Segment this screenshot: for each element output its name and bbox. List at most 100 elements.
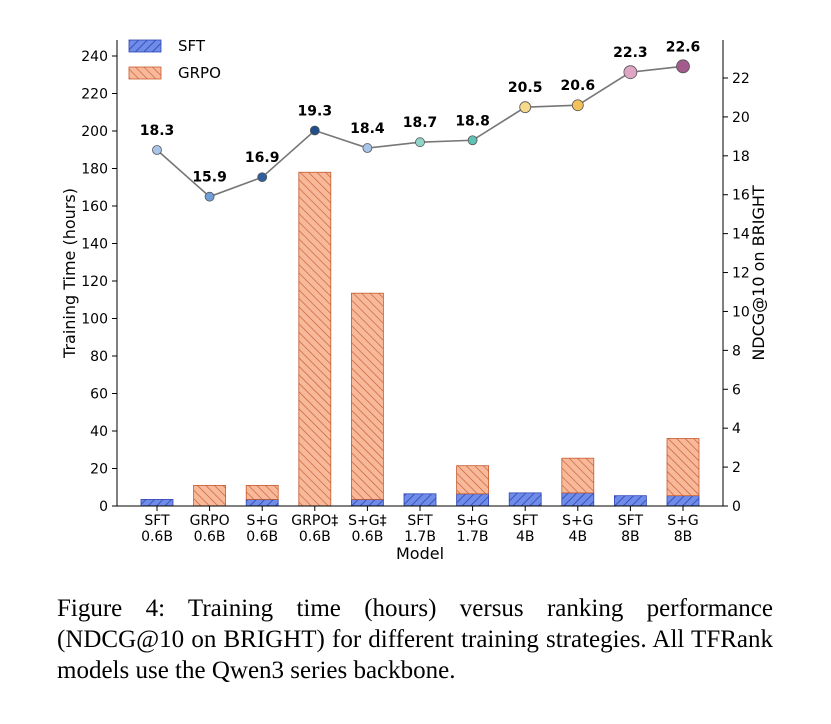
x-tick-label-strategy: S+G bbox=[457, 513, 488, 529]
ndcg-marker bbox=[204, 191, 215, 202]
x-tick-label-strategy: SFT bbox=[407, 513, 433, 529]
bar-grpo bbox=[350, 292, 384, 500]
bar-sft bbox=[245, 499, 279, 507]
figure-caption: Figure 4: Training time (hours) versus r… bbox=[57, 595, 773, 684]
right-tick-label: 18 bbox=[732, 149, 750, 165]
legend: SFT GRPO bbox=[128, 37, 221, 82]
bar-sft bbox=[561, 492, 595, 507]
right-tick-label: 6 bbox=[732, 382, 741, 398]
left-tick-label: 40 bbox=[90, 424, 108, 440]
x-axis-title: Model bbox=[396, 544, 444, 563]
x-tick-label-strategy: S+G bbox=[246, 513, 277, 529]
ndcg-value-label: 18.8 bbox=[455, 113, 490, 129]
ndcg-value-label: 15.9 bbox=[192, 170, 227, 186]
ndcg-marker bbox=[415, 137, 425, 148]
x-tick-label-strategy: SFT bbox=[144, 513, 170, 529]
ndcg-value-label: 20.6 bbox=[561, 78, 596, 94]
ndcg-marker bbox=[519, 101, 532, 114]
right-axis-title: NDCG@10 on BRIGHT bbox=[749, 185, 768, 361]
bar-grpo bbox=[193, 484, 227, 507]
ndcg-line bbox=[156, 65, 684, 198]
bar-sft bbox=[508, 492, 542, 507]
x-tick-label-size: 4B bbox=[569, 529, 588, 545]
ndcg-marker bbox=[362, 143, 373, 153]
left-axis-title: Training Time (hours) bbox=[60, 188, 79, 359]
right-tick-label: 2 bbox=[732, 460, 741, 476]
bar-grpo bbox=[245, 484, 279, 500]
right-tick-label: 16 bbox=[732, 188, 750, 204]
ndcg-marker bbox=[257, 172, 268, 183]
ndcg-value-label: 18.4 bbox=[350, 121, 385, 137]
x-tick-label-strategy: SFT bbox=[513, 513, 539, 529]
ndcg-value-label: 22.6 bbox=[666, 39, 701, 55]
x-tick-label-strategy: GRPO‡ bbox=[291, 513, 338, 529]
bar-sft bbox=[140, 499, 174, 507]
left-tick-label: 0 bbox=[99, 499, 108, 515]
left-tick-label: 80 bbox=[90, 349, 108, 365]
x-tick-label-strategy: S+G bbox=[562, 513, 593, 529]
right-tick-label: 14 bbox=[732, 227, 750, 243]
right-tick-label: 8 bbox=[732, 343, 741, 359]
legend-label-sft: SFT bbox=[178, 37, 206, 55]
x-tick-label-size: 0.6B bbox=[246, 529, 278, 545]
x-tick-label-size: 0.6B bbox=[141, 529, 173, 545]
x-tick-label-size: 8B bbox=[674, 529, 693, 545]
bar-sft bbox=[456, 493, 490, 507]
right-tick-label: 4 bbox=[732, 421, 741, 437]
left-tick-label: 220 bbox=[81, 87, 108, 103]
left-tick-label: 180 bbox=[81, 162, 108, 178]
right-axis-ticks: 0 2 4 6 8 10 12 14 16 18 20 22 bbox=[723, 71, 750, 515]
left-axis-ticks: 0 20 40 60 80 100 120 140 160 180 200 220 240 bbox=[81, 49, 117, 515]
left-tick-label: 200 bbox=[81, 124, 108, 140]
ndcg-value-label: 18.7 bbox=[403, 115, 438, 131]
bar-sft bbox=[666, 495, 700, 507]
x-tick-label-size: 8B bbox=[621, 529, 640, 545]
ndcg-line-layer: 18.3 15.9 16.9 19.3 18.4 18.7 18.8 20.5 20.6 22.3… bbox=[140, 39, 701, 202]
x-tick-label-strategy: S+G‡ bbox=[348, 513, 386, 529]
x-tick-label-size: 1.7B bbox=[457, 529, 489, 545]
legend-swatch-sft bbox=[128, 39, 162, 53]
bar-grpo bbox=[456, 465, 490, 495]
ndcg-marker bbox=[467, 135, 478, 146]
x-axis-ticks: SFT0.6BGRPO0.6BS+G0.6BGRPO‡0.6BS+G‡0.6BS… bbox=[141, 506, 699, 545]
ndcg-marker bbox=[623, 65, 638, 80]
ndcg-value-label: 22.3 bbox=[613, 45, 648, 61]
right-tick-label: 10 bbox=[732, 304, 750, 320]
x-tick-label-size: 0.6B bbox=[194, 529, 226, 545]
right-tick-label: 20 bbox=[732, 110, 750, 126]
right-tick-label: 0 bbox=[732, 499, 741, 515]
ndcg-marker bbox=[676, 59, 690, 74]
left-tick-label: 120 bbox=[81, 274, 108, 290]
chart: 0 20 40 60 80 100 120 140 160 180 200 220 240 0 2 4 6 8 1… bbox=[60, 37, 768, 563]
axes bbox=[116, 40, 724, 507]
legend-label-grpo: GRPO bbox=[178, 64, 221, 82]
left-tick-label: 20 bbox=[90, 462, 108, 478]
legend-swatch-grpo bbox=[128, 66, 162, 80]
ndcg-marker bbox=[309, 125, 320, 136]
bar-grpo bbox=[666, 438, 700, 497]
ndcg-marker bbox=[571, 99, 584, 112]
x-tick-label-size: 4B bbox=[516, 529, 535, 545]
right-tick-label: 22 bbox=[732, 71, 750, 87]
left-tick-label: 60 bbox=[90, 387, 108, 403]
x-tick-label-size: 0.6B bbox=[351, 529, 383, 545]
left-tick-label: 140 bbox=[81, 237, 108, 253]
x-tick-label-strategy: GRPO bbox=[190, 513, 230, 529]
bar-grpo bbox=[561, 457, 595, 494]
bar-sft bbox=[614, 495, 647, 507]
bar-layer bbox=[140, 171, 700, 507]
x-tick-label-strategy: S+G bbox=[667, 513, 698, 529]
ndcg-value-label: 18.3 bbox=[140, 123, 175, 139]
ndcg-value-label: 20.5 bbox=[508, 80, 543, 96]
bar-sft bbox=[350, 499, 384, 507]
x-tick-label-size: 1.7B bbox=[404, 529, 436, 545]
ndcg-value-label: 19.3 bbox=[298, 104, 333, 120]
left-tick-label: 240 bbox=[81, 49, 108, 65]
bar-grpo bbox=[298, 171, 332, 507]
left-tick-label: 160 bbox=[81, 199, 108, 215]
ndcg-marker bbox=[152, 145, 162, 155]
bar-sft bbox=[403, 493, 437, 507]
x-tick-label-strategy: SFT bbox=[618, 513, 644, 529]
left-tick-label: 100 bbox=[81, 312, 108, 328]
right-tick-label: 12 bbox=[732, 266, 750, 282]
